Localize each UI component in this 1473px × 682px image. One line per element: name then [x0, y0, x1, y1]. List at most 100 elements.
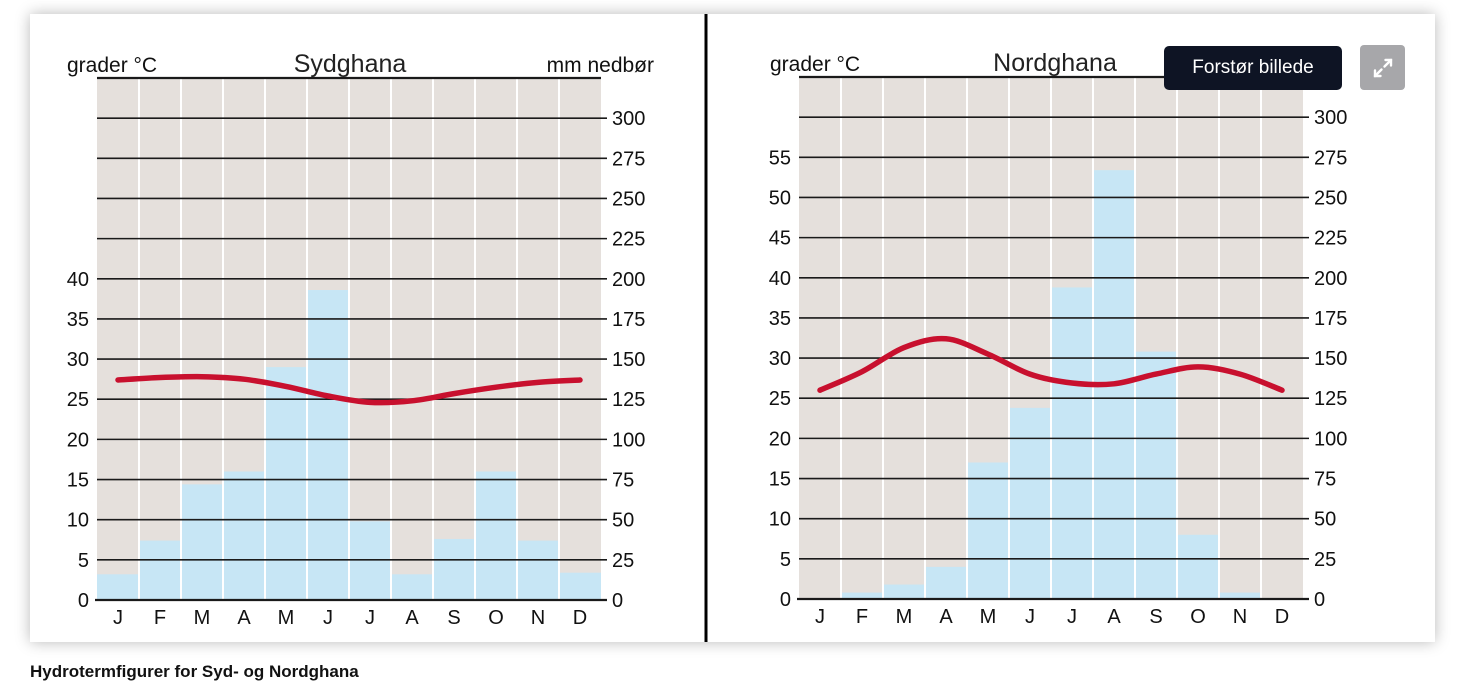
month-label: S: [447, 607, 460, 629]
precipitation-bar: [181, 484, 223, 600]
precipitation-bar: [559, 572, 601, 600]
precipitation-bar: [391, 574, 433, 600]
right-tick-label: 125: [1314, 388, 1347, 410]
chart-title: Sydghana: [294, 50, 407, 78]
month-label: A: [939, 606, 953, 628]
month-label: M: [980, 606, 997, 628]
left-tick-label: 0: [78, 590, 89, 612]
left-tick-label: 15: [67, 470, 89, 492]
right-tick-label: 250: [612, 188, 645, 210]
figure-caption: Hydrotermfigurer for Syd- og Nordghana: [30, 662, 359, 681]
right-tick-label: 0: [612, 590, 623, 612]
precipitation-bar: [223, 471, 265, 600]
month-label: J: [815, 606, 825, 628]
left-tick-label: 10: [67, 510, 89, 532]
expand-tooltip: Forstør billede: [1164, 46, 1342, 90]
precipitation-bar: [1009, 407, 1051, 599]
precipitation-bar: [1051, 287, 1093, 599]
month-label: J: [1067, 606, 1077, 628]
right-tick-label: 100: [612, 429, 645, 451]
precipitation-bar: [841, 592, 883, 599]
right-tick-label: 75: [612, 470, 634, 492]
month-label: F: [154, 607, 166, 629]
left-tick-label: 0: [780, 589, 791, 611]
right-tick-label: 225: [1314, 228, 1347, 250]
right-tick-label: 150: [612, 349, 645, 371]
right-tick-label: 150: [1314, 348, 1347, 370]
month-label: A: [405, 607, 419, 629]
left-tick-label: 35: [769, 308, 791, 330]
month-label: O: [1190, 606, 1206, 628]
expand-image-button[interactable]: [1360, 45, 1405, 90]
month-label: D: [573, 607, 587, 629]
right-tick-label: 275: [1314, 147, 1347, 169]
precipitation-bar: [1177, 534, 1219, 599]
precipitation-bar: [883, 584, 925, 599]
left-tick-label: 30: [769, 348, 791, 370]
right-tick-label: 125: [612, 389, 645, 411]
right-tick-label: 0: [1314, 589, 1325, 611]
hydrotherm-charts: 0510152025303540025507510012515017520022…: [67, 14, 1347, 642]
expand-arrows-icon: [1373, 58, 1392, 77]
right-tick-label: 25: [612, 550, 634, 572]
left-tick-label: 35: [67, 309, 89, 331]
right-tick-label: 175: [612, 309, 645, 331]
right-tick-label: 50: [612, 510, 634, 532]
left-tick-label: 20: [769, 428, 791, 450]
left-tick-label: 40: [67, 269, 89, 291]
month-label: J: [113, 607, 123, 629]
month-label: J: [1025, 606, 1035, 628]
left-tick-label: 10: [769, 509, 791, 531]
month-label: N: [1233, 606, 1247, 628]
right-tick-label: 250: [1314, 187, 1347, 209]
precipitation-bar: [97, 574, 139, 600]
right-tick-label: 300: [1314, 107, 1347, 129]
month-label: M: [278, 607, 295, 629]
right-tick-label: 275: [612, 148, 645, 170]
right-tick-label: 75: [1314, 469, 1336, 491]
month-label: J: [323, 607, 333, 629]
left-axis-unit-label: grader °C: [770, 53, 860, 76]
left-tick-label: 25: [769, 388, 791, 410]
precipitation-bar: [349, 521, 391, 600]
right-tick-label: 50: [1314, 509, 1336, 531]
left-tick-label: 20: [67, 429, 89, 451]
temperature-line: [115, 373, 583, 406]
right-tick-label: 200: [1314, 268, 1347, 290]
precipitation-bar: [433, 538, 475, 600]
right-tick-label: 100: [1314, 428, 1347, 450]
temperature-line: [817, 335, 1285, 393]
month-label: M: [194, 607, 211, 629]
chart-title: Nordghana: [993, 49, 1117, 77]
right-tick-label: 175: [1314, 308, 1347, 330]
month-label: A: [237, 607, 251, 629]
month-label: A: [1107, 606, 1121, 628]
precipitation-bar: [139, 540, 181, 600]
left-tick-label: 40: [769, 268, 791, 290]
precipitation-bar: [967, 462, 1009, 599]
left-tick-label: 5: [780, 549, 791, 571]
month-label: S: [1149, 606, 1162, 628]
precipitation-bar: [517, 540, 559, 600]
right-tick-label: 200: [612, 269, 645, 291]
month-label: J: [365, 607, 375, 629]
precipitation-bar: [475, 471, 517, 600]
precipitation-bar: [307, 290, 349, 600]
month-label: D: [1275, 606, 1289, 628]
left-tick-label: 5: [78, 550, 89, 572]
right-tick-label: 225: [612, 229, 645, 251]
left-tick-label: 55: [769, 147, 791, 169]
month-label: N: [531, 607, 545, 629]
left-tick-label: 50: [769, 187, 791, 209]
left-tick-label: 15: [769, 469, 791, 491]
precipitation-bar: [925, 566, 967, 599]
left-tick-label: 45: [769, 228, 791, 250]
month-label: O: [488, 607, 504, 629]
left-axis-unit-label: grader °C: [67, 54, 157, 77]
left-tick-label: 25: [67, 389, 89, 411]
right-axis-unit-label: mm nedbør: [547, 54, 654, 77]
precipitation-bar: [265, 367, 307, 600]
precipitation-bar: [1219, 592, 1261, 599]
month-label: F: [856, 606, 868, 628]
right-tick-label: 25: [1314, 549, 1336, 571]
